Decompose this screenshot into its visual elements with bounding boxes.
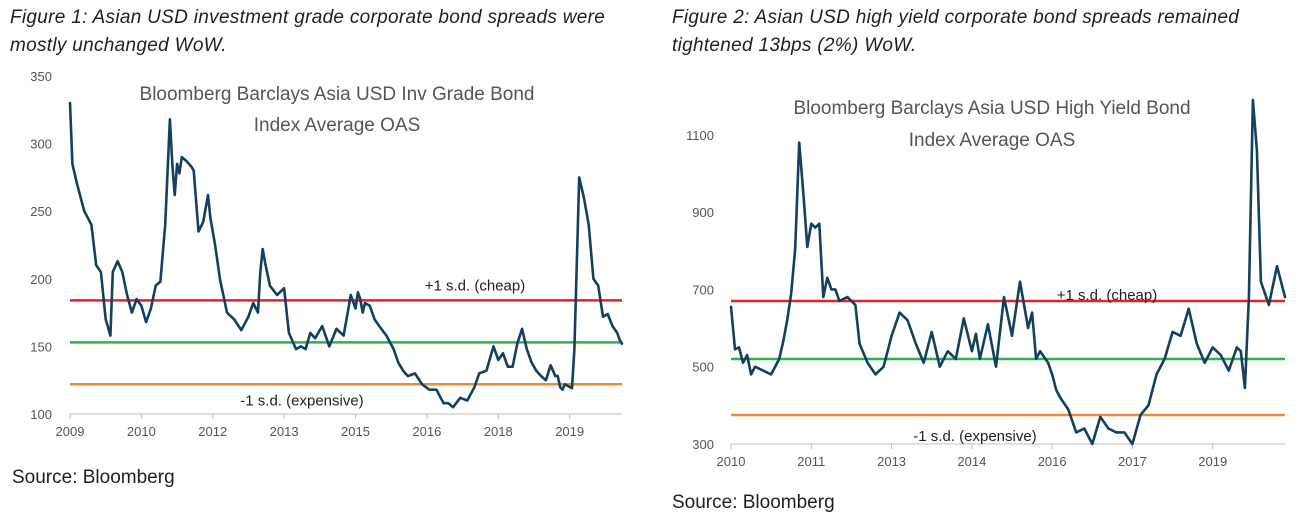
series-line: [729, 98, 1287, 446]
x-tick-label: 2009: [56, 424, 85, 439]
y-tick-label: 350: [30, 69, 52, 84]
x-tick-label: 2012: [198, 424, 227, 439]
x-tick-label: 2010: [717, 454, 746, 469]
y-tick-label: 300: [692, 437, 714, 452]
y-tick-label: 700: [692, 282, 714, 297]
x-tick-label: 2010: [127, 424, 156, 439]
x-tick-label: 2013: [270, 424, 299, 439]
x-tick-label: 2019: [555, 424, 584, 439]
x-tick-label: 2015: [341, 424, 370, 439]
figure-2-source: Source: Bloomberg: [672, 492, 835, 513]
hy-spread-chart: Bloomberg Barclays Asia USD High Yield B…: [686, 98, 1287, 469]
y-tick-label: 1100: [686, 128, 714, 143]
chart-title-line: Bloomberg Barclays Asia USD High Yield B…: [793, 98, 1190, 119]
reference-line-label: +1 s.d. (cheap): [1057, 287, 1157, 304]
y-tick-label: 100: [30, 407, 52, 422]
reference-line-label: -1 s.d. (expensive): [240, 392, 363, 409]
y-tick-label: 250: [30, 204, 52, 219]
chart-title-line: Index Average OAS: [909, 130, 1076, 151]
x-tick-label: 2013: [877, 454, 906, 469]
y-tick-label: 300: [30, 137, 52, 152]
y-tick-label: 200: [30, 272, 52, 287]
y-tick-label: 500: [692, 360, 714, 375]
figure-2-caption: Figure 2: Asian USD high yield corporate…: [672, 7, 1240, 56]
y-tick-label: 900: [692, 205, 714, 220]
reference-line-label: -1 s.d. (expensive): [913, 428, 1036, 445]
reference-line-label: +1 s.d. (cheap): [425, 277, 525, 294]
x-tick-label: 2017: [1118, 454, 1147, 469]
series-line: [68, 101, 624, 409]
x-tick-label: 2014: [957, 454, 986, 469]
y-tick-label: 150: [30, 339, 52, 354]
figure-1-source: Source: Bloomberg: [12, 467, 175, 488]
x-tick-label: 2018: [484, 424, 513, 439]
x-tick-label: 2016: [412, 424, 441, 439]
figure-1-caption: Figure 1: Asian USD investment grade cor…: [10, 7, 606, 56]
chart-title-line: Bloomberg Barclays Asia USD Inv Grade Bo…: [140, 84, 535, 105]
x-tick-label: 2016: [1038, 454, 1067, 469]
x-tick-label: 2019: [1198, 454, 1227, 469]
x-tick-label: 2011: [797, 454, 825, 469]
chart-title-line: Index Average OAS: [254, 115, 421, 136]
ig-spread-chart: Bloomberg Barclays Asia USD Inv Grade Bo…: [30, 69, 624, 439]
